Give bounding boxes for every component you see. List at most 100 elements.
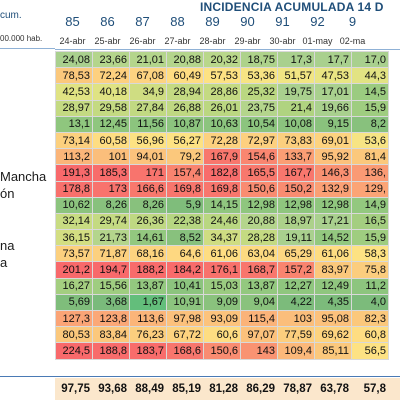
incidence-cell[interactable]: 14,15: [203, 196, 241, 214]
incidence-cell[interactable]: 72,97: [240, 131, 278, 150]
incidence-cell[interactable]: 19,11: [277, 229, 315, 247]
incidence-cell[interactable]: 165,5: [240, 164, 278, 182]
incidence-cell[interactable]: 113,6: [129, 309, 167, 328]
incidence-cell[interactable]: 14,9: [351, 196, 389, 214]
incidence-cell[interactable]: 167,9: [203, 148, 241, 166]
incidence-cell[interactable]: 184,2: [166, 261, 204, 279]
incidence-cell[interactable]: 10,41: [166, 277, 204, 295]
incidence-cell[interactable]: 81,4: [351, 148, 389, 166]
incidence-cell[interactable]: 53,36: [240, 67, 278, 85]
incidence-cell[interactable]: 13,1: [55, 115, 93, 133]
incidence-cell[interactable]: 60,49: [166, 67, 204, 85]
incidence-cell[interactable]: 58,3: [351, 245, 389, 263]
incidence-cell[interactable]: 109,4: [277, 342, 315, 360]
incidence-cell[interactable]: 83,84: [92, 326, 130, 344]
incidence-cell[interactable]: 20,88: [166, 50, 204, 69]
incidence-cell[interactable]: 10,63: [203, 115, 241, 133]
incidence-cell[interactable]: 4,22: [277, 293, 315, 312]
incidence-cell[interactable]: 73,14: [55, 131, 93, 150]
incidence-cell[interactable]: 72,28: [203, 131, 241, 150]
incidence-cell[interactable]: 24,08: [55, 50, 93, 69]
incidence-cell[interactable]: 1,67: [129, 293, 167, 312]
incidence-cell[interactable]: 9,15: [314, 115, 352, 133]
incidence-cell[interactable]: 157,4: [166, 164, 204, 182]
incidence-cell[interactable]: 78,53: [55, 67, 93, 85]
incidence-cell[interactable]: 28,97: [55, 99, 93, 117]
incidence-cell[interactable]: 185,3: [92, 164, 130, 182]
incidence-cell[interactable]: 80,53: [55, 326, 93, 344]
incidence-cell[interactable]: 26,88: [166, 99, 204, 117]
incidence-cell[interactable]: 21,4: [277, 99, 315, 117]
incidence-cell[interactable]: 24,46: [203, 212, 241, 231]
incidence-cell[interactable]: 14,61: [129, 229, 167, 247]
incidence-cell[interactable]: 57,53: [203, 67, 241, 85]
incidence-cell[interactable]: 56,27: [166, 131, 204, 150]
incidence-cell[interactable]: 12,98: [240, 196, 278, 214]
incidence-cell[interactable]: 79,2: [166, 148, 204, 166]
incidence-cell[interactable]: 14,5: [351, 83, 389, 101]
incidence-cell[interactable]: 169,8: [203, 180, 241, 198]
incidence-cell[interactable]: 97,07: [240, 326, 278, 344]
incidence-cell[interactable]: 129,: [351, 180, 389, 198]
incidence-cell[interactable]: 173: [92, 180, 130, 198]
incidence-cell[interactable]: 77,59: [277, 326, 315, 344]
total-cell[interactable]: 57,8: [363, 383, 386, 395]
incidence-cell[interactable]: 8,52: [166, 229, 204, 247]
incidence-cell[interactable]: 15,56: [92, 277, 130, 295]
incidence-cell[interactable]: 34,37: [203, 229, 241, 247]
incidence-cell[interactable]: 4,0: [351, 293, 389, 312]
incidence-cell[interactable]: 32,14: [55, 212, 93, 231]
total-cell[interactable]: 78,87: [283, 383, 312, 395]
incidence-cell[interactable]: 123,8: [92, 309, 130, 328]
incidence-cell[interactable]: 10,08: [277, 115, 315, 133]
incidence-cell[interactable]: 150,6: [203, 342, 241, 360]
incidence-cell[interactable]: 25,32: [240, 83, 278, 101]
incidence-cell[interactable]: 61,06: [314, 245, 352, 263]
total-cell[interactable]: 86,29: [246, 383, 275, 395]
incidence-cell[interactable]: 69,01: [314, 131, 352, 150]
incidence-cell[interactable]: 103: [277, 309, 315, 328]
incidence-cell[interactable]: 10,62: [55, 196, 93, 214]
incidence-cell[interactable]: 5,9: [166, 196, 204, 214]
incidence-cell[interactable]: 97,98: [166, 309, 204, 328]
incidence-cell[interactable]: 34,9: [129, 83, 167, 101]
total-cell[interactable]: 88,49: [135, 383, 164, 395]
incidence-cell[interactable]: 194,7: [92, 261, 130, 279]
incidence-cell[interactable]: 23,66: [92, 50, 130, 69]
incidence-cell[interactable]: 13,87: [240, 277, 278, 295]
total-cell[interactable]: 81,28: [209, 383, 238, 395]
incidence-cell[interactable]: 19,66: [314, 99, 352, 117]
incidence-cell[interactable]: 60,6: [203, 326, 241, 344]
incidence-cell[interactable]: 12,98: [314, 196, 352, 214]
incidence-cell[interactable]: 20,88: [240, 212, 278, 231]
incidence-cell[interactable]: 4,35: [314, 293, 352, 312]
incidence-cell[interactable]: 13,87: [129, 277, 167, 295]
incidence-cell[interactable]: 19,75: [277, 83, 315, 101]
incidence-cell[interactable]: 15,9: [351, 229, 389, 247]
incidence-cell[interactable]: 73,83: [277, 131, 315, 150]
incidence-cell[interactable]: 168,6: [166, 342, 204, 360]
incidence-cell[interactable]: 183,7: [129, 342, 167, 360]
incidence-cell[interactable]: 143: [240, 342, 278, 360]
incidence-cell[interactable]: 157,2: [277, 261, 315, 279]
incidence-cell[interactable]: 8,26: [129, 196, 167, 214]
incidence-cell[interactable]: 26,01: [203, 99, 241, 117]
incidence-cell[interactable]: 12,27: [277, 277, 315, 295]
incidence-cell[interactable]: 67,72: [166, 326, 204, 344]
incidence-cell[interactable]: 133,7: [277, 148, 315, 166]
incidence-cell[interactable]: 28,94: [166, 83, 204, 101]
incidence-cell[interactable]: 68,16: [129, 245, 167, 263]
incidence-cell[interactable]: 82,3: [351, 309, 389, 328]
incidence-cell[interactable]: 8,2: [351, 115, 389, 133]
incidence-cell[interactable]: 20,32: [203, 50, 241, 69]
incidence-cell[interactable]: 5,69: [55, 293, 93, 312]
total-cell[interactable]: 63,78: [320, 383, 349, 395]
incidence-cell[interactable]: 10,54: [240, 115, 278, 133]
incidence-cell[interactable]: 8,26: [92, 196, 130, 214]
incidence-cell[interactable]: 136,: [351, 164, 389, 182]
incidence-cell[interactable]: 51,57: [277, 67, 315, 85]
incidence-cell[interactable]: 60,58: [92, 131, 130, 150]
incidence-cell[interactable]: 18,75: [240, 50, 278, 69]
incidence-cell[interactable]: 56,5: [351, 342, 389, 360]
incidence-cell[interactable]: 115,4: [240, 309, 278, 328]
